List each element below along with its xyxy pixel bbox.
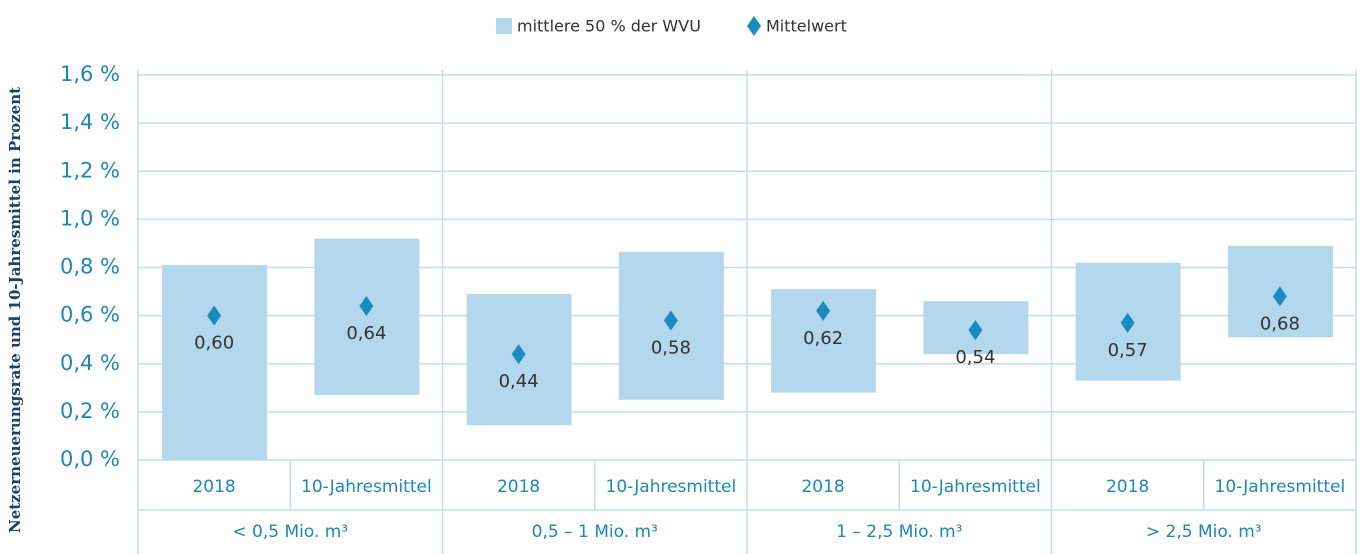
legend-swatch <box>496 18 512 34</box>
group-label: 1 – 2,5 Mio. m³ <box>836 522 962 542</box>
mean-marker <box>1272 286 1287 307</box>
x-tick-label: 2018 <box>192 477 235 497</box>
group-label: > 2,5 Mio. m³ <box>1146 522 1262 542</box>
x-tick-label: 10-Jahresmittel <box>1215 477 1346 497</box>
legend-label: Mittelwert <box>766 17 847 36</box>
range-bar <box>314 238 420 396</box>
y-tick-label: 0,4 % <box>60 351 120 375</box>
y-tick-label: 1,2 % <box>60 158 120 182</box>
y-tick-label: 0,6 % <box>60 303 120 327</box>
y-axis-label: Netzerneuerungsrate und 10-Jahresmittel … <box>6 87 24 533</box>
x-tick-label: 2018 <box>497 477 540 497</box>
mean-marker <box>511 344 526 365</box>
x-tick-label: 2018 <box>1106 477 1149 497</box>
y-tick-label: 1,0 % <box>60 206 120 230</box>
mean-marker <box>359 296 374 316</box>
y-tick-label: 0,2 % <box>60 399 120 423</box>
legend-marker <box>747 16 761 36</box>
group-label: 0,5 – 1 Mio. m³ <box>532 522 658 542</box>
mean-marker <box>207 305 222 326</box>
x-tick-label: 10-Jahresmittel <box>301 477 432 497</box>
mean-marker <box>1120 312 1135 333</box>
x-tick-label: 10-Jahresmittel <box>910 477 1041 497</box>
x-tick-label: 10-Jahresmittel <box>606 477 737 497</box>
y-tick-label: 1,6 % <box>60 62 120 86</box>
data-label: 0,57 <box>1108 340 1148 361</box>
data-label: 0,58 <box>651 337 691 358</box>
y-tick-label: 0,8 % <box>60 255 120 279</box>
data-label: 0,54 <box>955 347 995 368</box>
data-label: 0,68 <box>1260 313 1300 334</box>
group-label: < 0,5 Mio. m³ <box>232 522 348 542</box>
data-label: 0,60 <box>194 333 234 354</box>
y-tick-label: 1,4 % <box>60 110 120 134</box>
mean-marker <box>663 310 678 331</box>
range-bar <box>162 265 268 460</box>
legend-label: mittlere 50 % der WVU <box>517 17 701 36</box>
y-tick-label: 0,0 % <box>60 447 120 471</box>
mean-marker <box>968 320 983 341</box>
data-label: 0,64 <box>346 323 386 344</box>
data-label: 0,62 <box>803 328 843 349</box>
data-label: 0,44 <box>499 371 539 392</box>
x-tick-label: 2018 <box>801 477 844 497</box>
mean-marker <box>816 300 831 321</box>
